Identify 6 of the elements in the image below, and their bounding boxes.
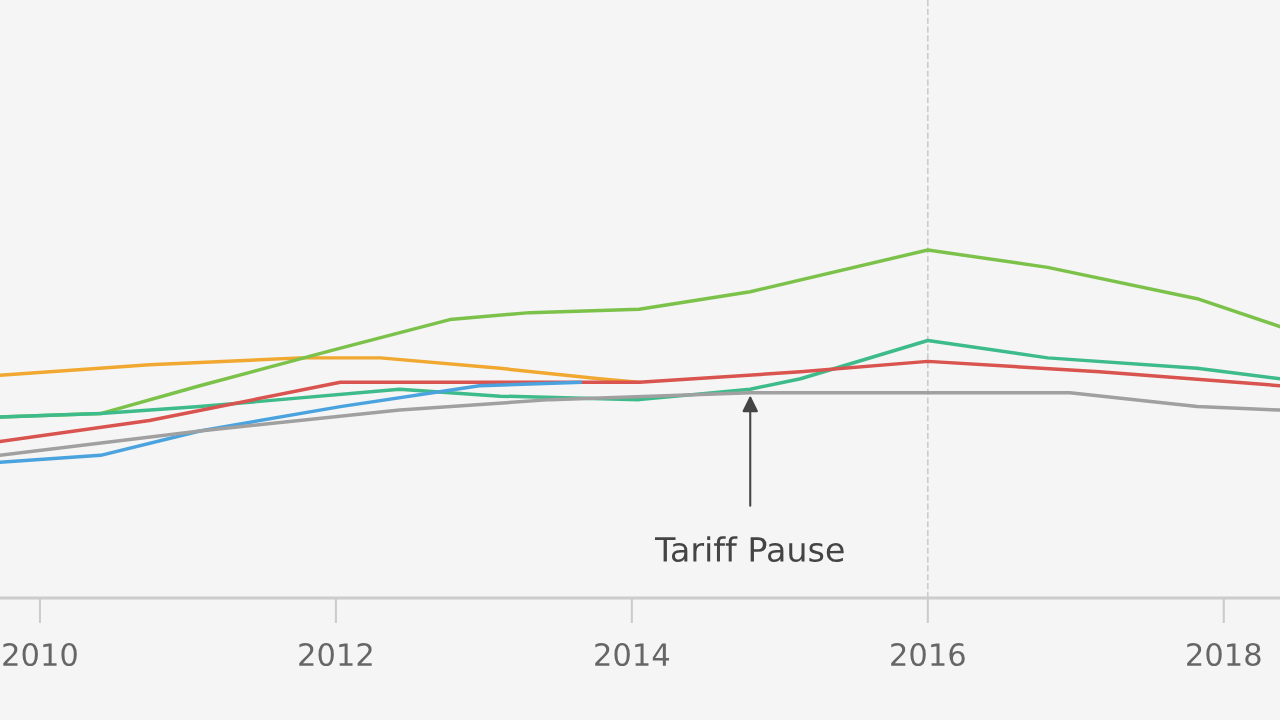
annotation: Tariff Pause	[654, 536, 844, 563]
x-tick-label: 2012	[299, 642, 372, 667]
x-tick-label: 2016	[891, 642, 965, 667]
x-tick-label: 2014	[595, 642, 670, 667]
x-tick-label: 2010	[3, 642, 77, 667]
x-tick-label: 2018	[1187, 642, 1261, 667]
